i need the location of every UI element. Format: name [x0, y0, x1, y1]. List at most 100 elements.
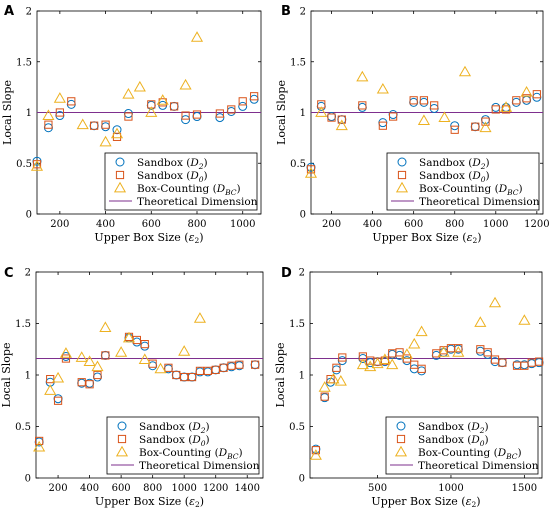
data-point-triangle	[518, 314, 531, 325]
data-point-circle	[497, 358, 507, 368]
x-tick-label: 1000	[483, 219, 508, 230]
data-point-square	[534, 357, 544, 366]
y-tick-label: 2	[26, 7, 32, 18]
legend-label: Sandbox (D2)	[137, 157, 208, 171]
y-axis-label: Local Slope	[275, 80, 288, 145]
data-point-square	[250, 92, 259, 101]
data-point-square	[215, 109, 224, 118]
data-point-square	[227, 105, 236, 114]
data-point-triangle	[327, 372, 340, 384]
data-point-circle	[192, 112, 202, 122]
legend-label: Box-Counting (DBC)	[418, 447, 522, 461]
data-point-circle	[475, 346, 485, 356]
legend-label: Sandbox (D2)	[139, 421, 210, 435]
y-tick-label: 2	[300, 7, 306, 18]
data-point-triangle	[190, 31, 204, 42]
data-point-square	[332, 363, 341, 372]
legend-marker-triangle	[113, 181, 127, 193]
data-point-square	[409, 96, 418, 105]
data-point-circle	[187, 372, 197, 382]
panel-b: B 0 0.5 1 1.5 2 200 400 600 800 1000 1200 Upper Box …	[275, 4, 550, 245]
data-point-triangle	[193, 312, 207, 323]
legend-marker-triangle	[115, 445, 129, 457]
data-point-square	[195, 366, 205, 375]
data-point-triangle	[520, 85, 533, 97]
legend-label: Sandbox (D2)	[418, 421, 489, 435]
data-point-square	[140, 340, 149, 349]
data-point-circle	[171, 370, 181, 380]
legend-label: Theoretical Dimension	[418, 460, 539, 472]
data-point-square	[192, 110, 202, 119]
legend-marker-square	[397, 170, 407, 180]
data-point-triangle	[304, 167, 318, 178]
data-point-triangle	[76, 118, 89, 130]
data-point-circle	[169, 101, 179, 111]
x-tick-label: 1000	[230, 219, 255, 230]
series-square	[306, 90, 541, 174]
data-point-triangle	[479, 121, 492, 133]
legend-marker-triangle	[395, 181, 409, 193]
series-triangle	[309, 296, 531, 460]
x-tick-label: 1500	[512, 483, 537, 494]
legend-label: Theoretical Dimension	[139, 460, 260, 472]
legend-marker-circle	[115, 157, 125, 167]
data-point-triangle	[376, 82, 389, 94]
panel-letter: C	[4, 266, 14, 281]
data-point-circle	[522, 95, 532, 105]
data-point-square	[180, 372, 189, 382]
data-point-circle	[337, 356, 347, 366]
data-point-triangle	[178, 345, 191, 356]
y-axis-label: Local Slope	[0, 343, 13, 408]
y-tick-label: 1	[25, 371, 31, 382]
data-point-triangle	[52, 371, 65, 383]
data-point-square	[46, 375, 55, 384]
panel-c: C 0 0.5 1 1.5 2 200 400 600 800 1000 1200 1400 Upper …	[0, 266, 264, 509]
data-point-square	[77, 378, 86, 387]
data-point-square	[55, 108, 64, 117]
data-point-square	[112, 132, 122, 141]
data-point-circle	[483, 349, 493, 359]
data-point-circle	[226, 106, 236, 116]
panel-a: A 0 0.5 1 1.5 2 200 400 600 800 1000 Upper Box Size…	[1, 4, 262, 245]
series-triangle	[30, 31, 204, 171]
x-axis-label: Upper Box Size (ε2)	[372, 231, 481, 245]
data-point-square	[338, 353, 347, 362]
data-point-square	[219, 363, 228, 372]
data-point-triangle	[335, 119, 348, 131]
data-point-triangle	[145, 106, 158, 117]
data-point-triangle	[179, 78, 192, 90]
data-point-circle	[250, 360, 260, 370]
data-point-square	[471, 122, 480, 131]
x-tick-label: 200	[322, 219, 341, 230]
data-point-square	[61, 354, 71, 363]
data-point-triangle	[33, 440, 46, 452]
x-tick-label: 800	[187, 219, 206, 230]
data-point-circle	[470, 122, 480, 132]
data-point-square	[124, 112, 133, 121]
data-point-square	[389, 112, 398, 121]
data-point-square	[320, 392, 329, 401]
x-tick-label: 1200	[524, 219, 549, 230]
legend-label: Box-Counting (DBC)	[137, 183, 241, 197]
data-point-triangle	[91, 360, 104, 372]
data-point-square	[90, 121, 99, 130]
data-point-circle	[417, 366, 427, 376]
legend-label: Sandbox (D0)	[419, 170, 490, 184]
y-tick-label: 0	[26, 210, 32, 221]
data-point-square	[410, 360, 419, 369]
data-point-circle	[43, 123, 53, 133]
data-point-triangle	[115, 346, 128, 357]
data-point-circle	[491, 102, 501, 112]
y-tick-label: 1.5	[290, 57, 306, 68]
x-tick-label: 800	[143, 483, 162, 494]
data-point-triangle	[99, 135, 112, 147]
data-point-square	[227, 361, 236, 370]
legend-marker-square	[396, 434, 406, 444]
data-point-circle	[179, 372, 189, 382]
y-axis-label: Local Slope	[1, 80, 14, 145]
data-point-triangle	[415, 325, 428, 337]
panel-letter: B	[281, 4, 291, 19]
data-point-circle	[66, 99, 76, 109]
data-point-triangle	[154, 362, 167, 374]
